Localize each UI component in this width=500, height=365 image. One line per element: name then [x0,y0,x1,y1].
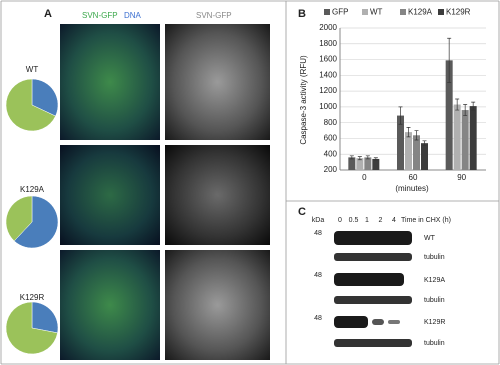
legend-label: K129R [446,8,471,17]
error-bar [373,157,378,161]
kda-label: kDa [312,217,325,224]
error-bar [349,155,354,160]
y-tick-label: 2000 [319,23,337,32]
blot-label: K129R [424,319,445,326]
bar [364,157,372,170]
error-bar [414,130,419,141]
error-bar [365,155,370,160]
error-bar [398,106,403,125]
time-label: Time in CHX (h) [401,217,451,224]
panel-label: B [298,8,306,20]
panel-label: C [298,206,306,218]
pie-slice [31,301,59,334]
error-bar [422,140,427,146]
error-bar [471,101,476,111]
bar [469,106,477,170]
x-tick-label: 60 [409,173,418,182]
mw-marker: 48 [314,230,322,237]
error-bar [357,156,362,161]
legend-swatch [324,9,330,15]
pie-slice [5,301,58,355]
error-bar [406,127,411,138]
mw-marker: 48 [314,315,322,322]
bar [461,110,469,170]
blot-label: WT [424,235,436,242]
pie-slice [5,195,33,242]
header: SVN-GFP [82,11,118,20]
row-label: WT [26,65,39,74]
y-tick-label: 800 [324,118,338,127]
lane-label: 4 [392,217,396,224]
mw-marker: 48 [314,272,322,279]
legend-label: K129A [408,8,433,17]
bar [445,60,453,170]
loading-label: tubulin [424,297,445,304]
header: SVN-GFP [196,11,232,20]
y-tick-label: 1000 [319,102,337,111]
y-tick-label: 1400 [319,70,337,79]
bar [405,132,412,170]
x-tick-label: 0 [362,173,367,182]
y-tick-label: 200 [324,165,338,174]
bar [372,158,380,170]
loading-label: tubulin [424,340,445,347]
lane-label: 0.5 [349,217,359,224]
legend-label: GFP [332,8,348,17]
x-tick-label: 90 [457,173,466,182]
legend-swatch [362,9,368,15]
pie-slice [13,195,59,249]
row-label: K129R [20,293,45,302]
x-axis-label: (minutes) [395,184,429,193]
lane-label: 2 [379,217,383,224]
error-bar [463,104,468,116]
pie-slice [31,78,59,117]
legend-swatch [400,9,406,15]
legend-label: WT [370,8,383,17]
bar [421,143,428,170]
micrographs [60,24,270,360]
bar [453,104,461,170]
lane-label: 1 [365,217,369,224]
error-bar [455,98,460,111]
bar [348,157,356,170]
y-tick-label: 1800 [319,39,337,48]
bar [356,158,364,170]
legend-swatch [438,9,444,15]
panel-label: A [44,8,52,20]
y-tick-label: 1600 [319,55,337,64]
y-tick-label: 600 [324,134,338,143]
error-bar [447,37,452,83]
y-tick-label: 1200 [319,86,337,95]
bar [413,135,420,170]
bar [397,115,404,170]
row-label: K129A [20,185,45,194]
y-axis-label: Caspase-3 activity (RFU) [299,55,308,145]
loading-label: tubulin [424,254,445,261]
blots [334,231,412,347]
lane-label: 0 [338,217,342,224]
blot-label: K129A [424,277,445,284]
y-tick-label: 400 [324,149,338,158]
header: DNA [124,11,142,20]
pie-slice [5,78,56,132]
